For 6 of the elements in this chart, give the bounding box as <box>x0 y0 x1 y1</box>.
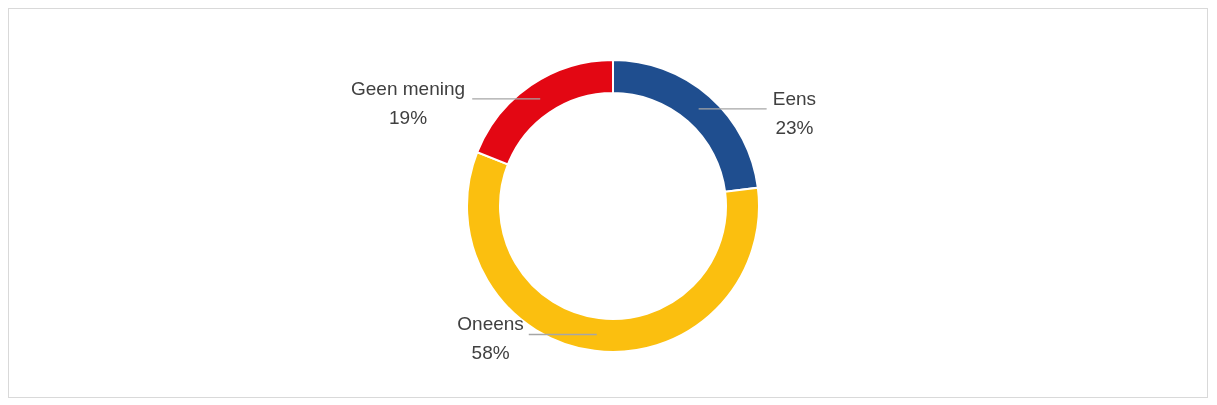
data-label: 23% <box>775 116 814 138</box>
slice-label: Geen mening <box>350 77 466 99</box>
data-label: 58% <box>471 342 510 364</box>
slice-label: Oneens <box>457 313 524 335</box>
data-label: 19% <box>388 106 428 128</box>
slice-label: Eens <box>772 87 817 109</box>
